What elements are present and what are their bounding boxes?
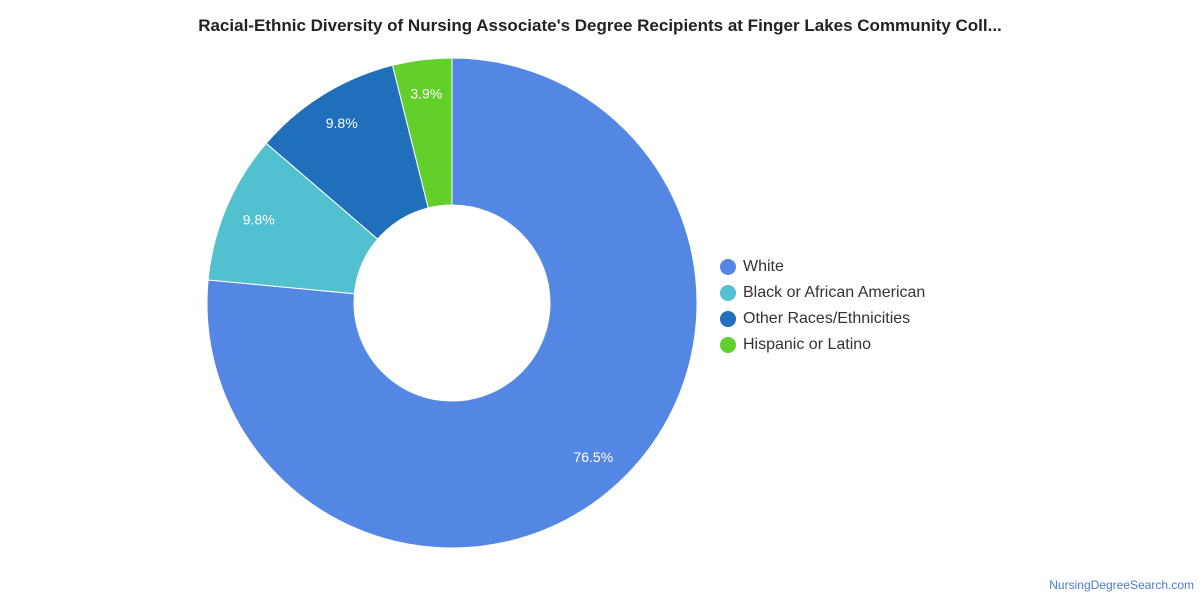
legend-item-2[interactable]: Other Races/Ethnicities — [720, 306, 925, 332]
slice-label-3: 3.9% — [410, 85, 442, 101]
slice-label-2: 9.8% — [326, 115, 358, 131]
legend-swatch-icon — [720, 337, 736, 353]
legend-swatch-icon — [720, 259, 736, 275]
pie-slice-0 — [206, 57, 698, 549]
legend-item-1[interactable]: Black or African American — [720, 280, 925, 306]
pie-slice-3 — [391, 57, 453, 209]
legend-item-0[interactable]: White — [720, 254, 925, 280]
legend-label: Other Races/Ethnicities — [743, 310, 911, 327]
legend-label: Hispanic or Latino — [743, 336, 872, 353]
chart-legend: White Black or African American Other Race… — [720, 254, 925, 358]
legend-label: Black or African American — [743, 284, 926, 301]
legend-label: White — [743, 258, 784, 275]
source-watermark: NursingDegreeSearch.com — [1049, 578, 1194, 592]
slice-label-1: 9.8% — [243, 212, 275, 228]
legend-item-3[interactable]: Hispanic or Latino — [720, 332, 925, 358]
chart-title: Racial-Ethnic Diversity of Nursing Assoc… — [198, 16, 1002, 35]
slice-label-0: 76.5% — [573, 449, 613, 465]
legend-swatch-icon — [720, 311, 736, 327]
legend-swatch-icon — [720, 285, 736, 301]
